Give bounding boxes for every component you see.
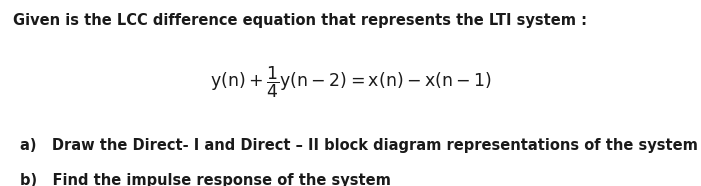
Text: Given is the LCC difference equation that represents the LTI system :: Given is the LCC difference equation tha…: [13, 13, 587, 28]
Text: $\mathrm{y(n) + \dfrac{1}{4}y(n-2) = x(n) - x(n-1)}$: $\mathrm{y(n) + \dfrac{1}{4}y(n-2) = x(n…: [210, 64, 491, 100]
Text: a)   Draw the Direct- I and Direct – II block diagram representations of the sys: a) Draw the Direct- I and Direct – II bl…: [20, 138, 697, 153]
Text: b)   Find the impulse response of the system: b) Find the impulse response of the syst…: [20, 173, 390, 186]
